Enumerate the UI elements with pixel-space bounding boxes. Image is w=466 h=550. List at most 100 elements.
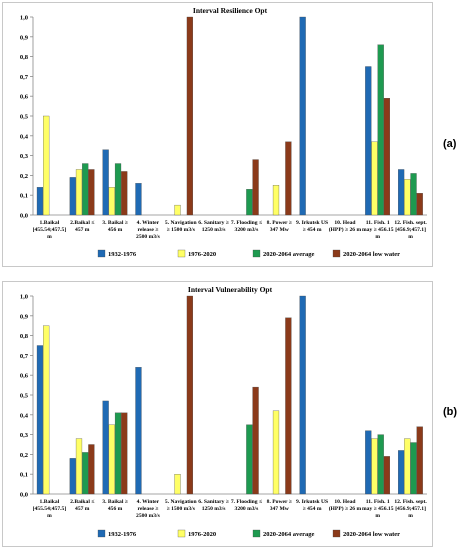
legend-label: 1976-2020 [188,531,216,538]
y-tick-label: 0,5 [20,114,29,121]
y-tick-label: 0,1 [20,472,28,479]
y-tick-label: 0,8 [20,54,29,61]
x-category-label: 12. Fish. sept. [456.9;457.1] m [394,499,427,519]
bar-2020-2064-average [377,434,384,495]
bar-1976-2020 [174,204,181,216]
panel-label-a: (a) [443,138,457,150]
x-category-label: 12. Fish. sept. [456.9;457.1] m [394,220,427,240]
bar-1932-1976 [69,458,76,495]
bar-1932-1976 [365,430,372,495]
bar-2020-2064-low-water [252,159,259,216]
bar-2020-2064-low-water [285,317,292,495]
y-tick-label: 0,5 [20,393,29,400]
legend-label: 2020-2064 low water [343,251,400,258]
x-category-label: 9. Irkutsk US ≥ 454 m [296,220,328,233]
bar-2020-2064-low-water [416,193,423,216]
resilience-chart-panel: Interval Resilience Opt 0,0 0,1 0,2 0,3 0,4 0,… [2,2,433,267]
x-category-label: 11. Fish. 1 may ≥ 456.15 m [362,499,394,519]
bar-1976-2020 [404,179,411,216]
y-tick-label: 0,4 [20,133,29,140]
bar-1932-1976 [36,187,44,216]
vulnerability-chart: Interval Vulnerability Opt 0,0 0,1 0,2 0,3 0,… [20,285,428,538]
legend-swatch [252,529,261,538]
x-category-label: 3. Baikal ≥456 m [102,499,128,512]
legend-label: 2020-2064 average [263,251,315,258]
x-category-label: 6. Sanitary ≥1250 m3/s [198,220,229,233]
legend-label: 1932-1976 [108,531,137,538]
x-category-label: 10. Head (HPP) ≥ 26 m [329,499,362,512]
bar-2020-2064-average [82,452,89,495]
legend-label: 2020-2064 average [263,531,315,538]
bar-2020-2064-average [82,163,89,216]
legend-swatch [97,249,106,258]
y-tick-label: 0,9 [20,313,29,320]
bar-1976-2020 [371,438,378,495]
bar-2020-2064-average [377,44,384,216]
legend-swatch [97,529,106,538]
bar-2020-2064-average [114,412,122,495]
bar-2020-2064-low-water [416,426,423,495]
y-tick-label: 0,1 [20,193,28,200]
y-tick-label: 0,0 [20,492,28,499]
bar-1976-2020 [272,185,280,216]
x-category-label: 8. Power ≥347 Mw [267,220,292,233]
x-category-label: 5. Navigation ≥ 1500 m3/s [165,220,198,233]
y-tick-label: 0,3 [20,432,29,439]
chart-title: Interval Vulnerability Opt [188,285,273,294]
bar-1932-1976 [69,177,76,216]
bar-2020-2064-low-water [252,386,259,495]
y-tick-label: 0,9 [20,34,29,41]
y-tick-label: 0,8 [20,333,29,340]
y-tick-label: 0,7 [20,74,29,81]
bar-1976-2020 [108,424,115,495]
bar-1976-2020 [43,325,50,495]
legend-label: 1932-1976 [108,251,137,258]
bar-1976-2020 [174,474,181,495]
bar-1976-2020 [75,169,83,216]
bar-1932-1976 [299,16,306,216]
bar-1932-1976 [102,149,109,216]
bar-2020-2064-average [246,189,253,216]
y-tick-label: 0,7 [20,353,29,360]
bar-1932-1976 [36,345,44,495]
x-category-label: 7. Flooding ≤3200 m3/s [231,499,262,512]
x-category-label: 2.Baikal ≤457 m [70,499,94,512]
bar-1976-2020 [371,141,378,216]
x-category-label: 8. Power ≥347 Mw [267,499,292,512]
bar-2020-2064-low-water [186,16,193,216]
bar-1932-1976 [365,66,372,216]
legend-swatch [252,249,261,258]
bar-1932-1976 [398,169,405,216]
y-tick-label: 0,2 [20,173,28,180]
chart-title: Interval Resilience Opt [193,6,268,15]
y-tick-label: 0,6 [20,373,29,380]
bar-2020-2064-average [410,173,417,216]
y-tick-label: 1,0 [20,15,28,22]
bar-1976-2020 [108,187,115,216]
x-category-label: 1.Baikal [455.54;457.5] m [33,499,67,519]
bar-2020-2064-low-water [285,141,292,216]
bar-2020-2064-average [246,424,253,495]
y-tick-label: 1,0 [20,294,28,301]
x-category-label: 6. Sanitary ≥1250 m3/s [198,499,229,512]
x-category-label: 1.Baikal [455.54;457.5] m [33,220,67,240]
legend-label: 1976-2020 [188,251,216,258]
legend-label: 2020-2064 low water [343,531,400,538]
bar-2020-2064-low-water [383,456,391,495]
bar-2020-2064-low-water [121,412,128,495]
x-category-label: 9. Irkutsk US ≥ 454 m [296,499,328,512]
bar-1932-1976 [102,400,109,495]
legend-swatch [177,529,186,538]
legend-swatch [332,249,341,258]
bar-1976-2020 [75,438,83,495]
legend-swatch [177,249,186,258]
bar-1976-2020 [43,115,50,216]
y-tick-label: 0,0 [20,213,28,220]
bar-1976-2020 [404,438,411,495]
bar-2020-2064-low-water [88,169,95,216]
x-category-label: 4. Winter release ≥2500 m3/s [136,220,161,240]
x-category-label: 10. Head (HPP) ≥ 26 m [329,220,362,233]
bar-1932-1976 [398,450,405,495]
resilience-chart: Interval Resilience Opt 0,0 0,1 0,2 0,3 0,4 0,… [20,6,428,258]
legend-swatch [332,529,341,538]
